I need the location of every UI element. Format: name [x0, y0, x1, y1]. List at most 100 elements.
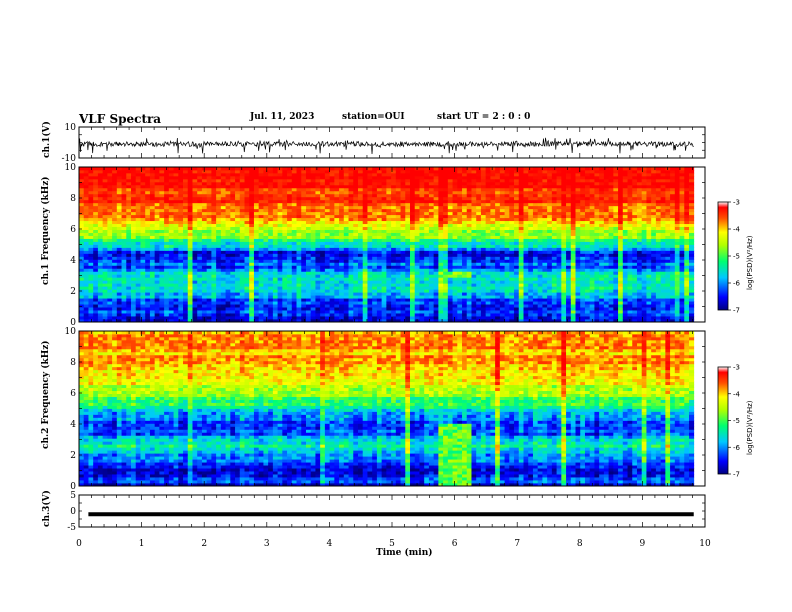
spectrogram-cell — [419, 175, 425, 180]
spectrogram-cell — [211, 178, 217, 183]
spectrogram-cell — [395, 205, 401, 210]
spectrogram-cell — [97, 271, 104, 275]
spectrogram-cell — [523, 223, 529, 228]
spectrogram-cell — [476, 286, 482, 290]
spectrogram-cell — [296, 211, 302, 216]
spectrogram-cell — [485, 167, 491, 171]
spectrogram-cell — [88, 316, 94, 320]
spectrogram-cell — [197, 307, 203, 311]
spectrogram-cell — [514, 256, 520, 260]
spectrogram-cell — [239, 268, 245, 272]
spectrogram-cell — [376, 259, 383, 263]
spectrogram-cell — [438, 307, 444, 311]
spectrogram-cell — [102, 172, 108, 177]
spectrogram-cell — [187, 259, 193, 263]
spectrogram-cell — [102, 265, 108, 269]
spectrogram-cell — [183, 316, 189, 320]
spectrogram-cell — [220, 181, 226, 186]
spectrogram-cell — [400, 310, 406, 314]
spectrogram-cell — [154, 280, 160, 284]
spectrogram-cell — [476, 292, 482, 296]
spectrogram-cell — [348, 232, 354, 236]
spectrogram-cell — [528, 244, 534, 248]
spectrogram-cell — [466, 229, 472, 233]
spectrogram-cell — [287, 301, 293, 305]
spectrogram-cell — [192, 211, 198, 216]
spectrogram-cell — [230, 214, 236, 219]
spectrogram-cell — [452, 301, 458, 305]
spectrogram-cell — [490, 280, 496, 284]
spectrogram-cell — [372, 307, 378, 311]
spectrogram-cell — [419, 167, 425, 171]
spectrogram-cell — [457, 178, 463, 183]
spectrogram-cell — [353, 211, 359, 216]
spectrogram-cell — [263, 253, 269, 257]
spectrogram-cell — [287, 223, 293, 228]
spectrogram-cell — [183, 256, 189, 260]
spectrogram-cell — [102, 298, 108, 302]
spectrogram-cell — [131, 229, 137, 233]
spectrogram-cell — [263, 178, 269, 183]
spectrogram-cell — [499, 274, 505, 278]
spectrogram-cell — [424, 301, 430, 305]
spectrogram-cell — [452, 202, 458, 207]
spectrogram-cell — [395, 301, 401, 305]
spectrogram-cell — [206, 268, 212, 272]
spectrogram-cell — [107, 214, 113, 219]
spectrogram-cell — [424, 187, 430, 192]
spectrogram-cell — [523, 286, 529, 290]
spectrogram-cell — [329, 262, 335, 266]
spectrogram-cell — [291, 307, 297, 311]
spectrogram-cell — [282, 214, 288, 219]
spectrogram-cell — [268, 277, 274, 281]
spectrogram-cell — [315, 199, 321, 204]
spectrogram-cell — [178, 268, 184, 272]
spectrogram-cell — [339, 262, 345, 266]
spectrogram-cell — [93, 169, 99, 174]
spectrogram-cell — [414, 256, 420, 260]
spectrogram-cell — [173, 244, 179, 248]
spectrogram-cell — [187, 262, 193, 266]
spectrogram-cell — [230, 178, 236, 183]
spectrogram-cell — [339, 286, 345, 290]
spectrogram-cell — [348, 172, 354, 177]
spectrogram-cell — [211, 256, 217, 260]
spectrogram-cell — [471, 319, 477, 323]
spectrogram-cell — [140, 172, 146, 177]
spectrogram-cell — [253, 244, 260, 248]
spectrogram-cell — [291, 292, 297, 296]
spectrogram-cell — [149, 268, 156, 272]
spectrogram-cell — [220, 295, 226, 299]
spectrogram-cell — [88, 250, 94, 254]
spectrogram-cell — [528, 235, 534, 239]
spectrogram-cell — [485, 307, 491, 311]
spectrogram-cell — [168, 286, 174, 290]
spectrogram-cell — [466, 199, 472, 204]
spectrogram-cell — [414, 304, 420, 308]
spectrogram-cell — [126, 220, 132, 225]
spectrogram-cell — [220, 277, 226, 281]
spectrogram-cell — [235, 250, 241, 254]
spectrogram-cell — [140, 256, 146, 260]
spectrogram-cell — [287, 178, 293, 183]
spectrogram-cell — [528, 265, 534, 269]
spectrogram-cell — [514, 298, 520, 302]
spectrogram-cell — [145, 184, 151, 189]
spectrogram-cell — [419, 310, 425, 314]
spectrogram-cell — [414, 253, 420, 257]
spectrogram-cell — [121, 220, 127, 225]
spectrogram-cell — [173, 214, 179, 219]
spectrogram-cell — [395, 226, 401, 230]
spectrogram-cell — [201, 313, 208, 317]
spectrogram-cell — [376, 196, 383, 201]
spectrogram-cell — [532, 319, 539, 323]
spectrogram-cell — [235, 277, 241, 281]
spectrogram-cell — [83, 304, 89, 308]
spectrogram-cell — [230, 181, 236, 186]
spectrogram-cell — [405, 226, 411, 230]
spectrogram-cell — [476, 274, 482, 278]
spectrogram-cell — [424, 286, 430, 290]
spectrogram-cell — [112, 241, 118, 245]
spectrogram-cell — [178, 244, 184, 248]
spectrogram-cell — [135, 205, 141, 210]
